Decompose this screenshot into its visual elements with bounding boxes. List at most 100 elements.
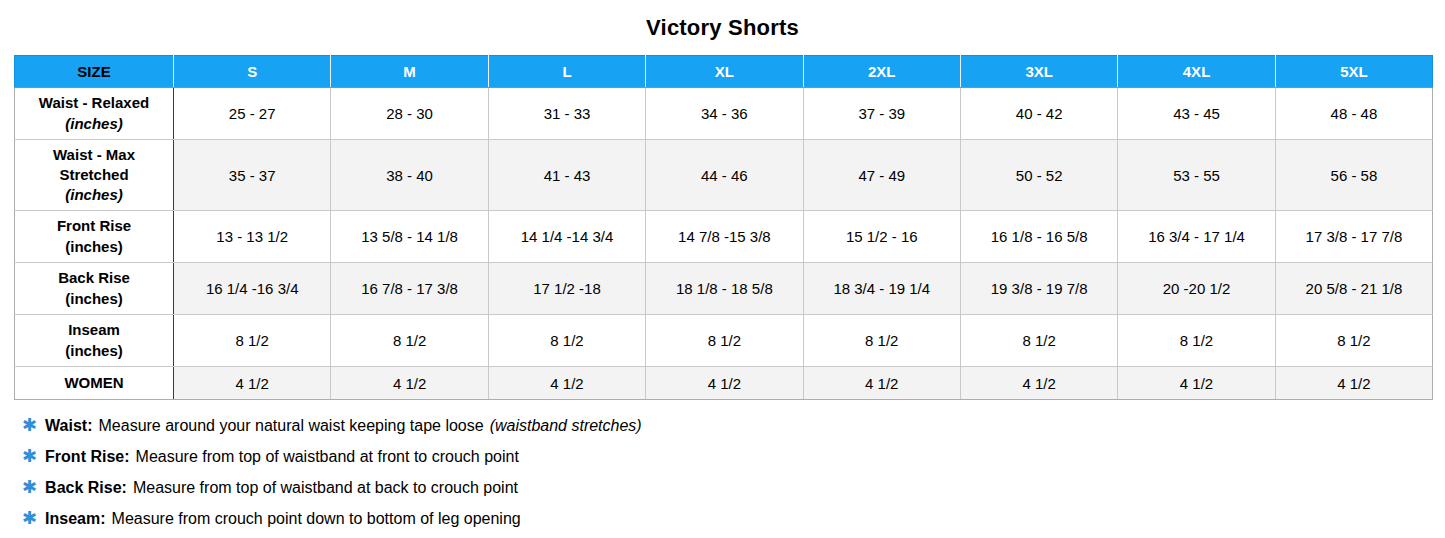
table-cell: 47 - 49 [803,140,960,211]
header-cell-l: L [488,56,645,88]
table-cell: 15 1/2 - 16 [803,211,960,263]
table-cell: 48 - 48 [1275,88,1432,140]
row-unit: (inches) [19,237,169,257]
note-label: Waist: [45,417,92,435]
row-unit: (inches) [19,341,169,361]
row-label-text: Front Rise [19,216,169,236]
page-title: Victory Shorts [0,0,1445,41]
header-cell-2xl: 2XL [803,56,960,88]
note-text: Measure from top of waistband at front t… [136,448,519,466]
measurement-notes: ✱ Waist: Measure around your natural waist… [22,410,1445,534]
table-cell: 14 7/8 -15 3/8 [646,211,803,263]
note-item: ✱ Inseam: Measure from crouch point down t… [22,503,1445,534]
asterisk-icon: ✱ [22,478,37,496]
table-cell: 4 1/2 [646,367,803,400]
note-item: ✱ Back Rise: Measure from top of waistband… [22,472,1445,503]
table-cell: 8 1/2 [1118,315,1275,367]
table-row: Waist - Relaxed(inches)25 - 2728 - 3031 … [15,88,1433,140]
asterisk-icon: ✱ [22,447,37,465]
row-label: Waist - Max Stretched(inches) [15,140,174,211]
note-label: Front Rise: [45,448,129,466]
table-cell: 34 - 36 [646,88,803,140]
table-row: WOMEN4 1/24 1/24 1/24 1/24 1/24 1/24 1/2… [15,367,1433,400]
table-cell: 43 - 45 [1118,88,1275,140]
table-cell: 37 - 39 [803,88,960,140]
table-cell: 8 1/2 [803,315,960,367]
note-item: ✱ Waist: Measure around your natural waist… [22,410,1445,441]
row-label-text: WOMEN [19,373,169,393]
table-cell: 4 1/2 [488,367,645,400]
table-cell: 16 3/4 - 17 1/4 [1118,211,1275,263]
table-cell: 31 - 33 [488,88,645,140]
table-cell: 4 1/2 [331,367,488,400]
note-item: ✱ Front Rise: Measure from top of waistban… [22,441,1445,472]
note-text: Measure from crouch point down to bottom… [112,510,521,528]
table-cell: 8 1/2 [1275,315,1432,367]
note-text: Measure around your natural waist keepin… [99,417,484,435]
table-cell: 16 1/4 -16 3/4 [174,263,331,315]
table-cell: 13 5/8 - 14 1/8 [331,211,488,263]
table-row: Back Rise(inches)16 1/4 -16 3/416 7/8 - … [15,263,1433,315]
table-cell: 4 1/2 [174,367,331,400]
header-cell-3xl: 3XL [960,56,1117,88]
table-cell: 35 - 37 [174,140,331,211]
header-cell-m: M [331,56,488,88]
row-label-text: Waist - Relaxed [19,93,169,113]
row-unit: (inches) [19,114,169,134]
table-body: Waist - Relaxed(inches)25 - 2728 - 3031 … [15,88,1433,400]
asterisk-icon: ✱ [22,416,37,434]
table-row: Front Rise(inches)13 - 13 1/213 5/8 - 14… [15,211,1433,263]
table-cell: 4 1/2 [803,367,960,400]
table-cell: 40 - 42 [960,88,1117,140]
table-cell: 17 3/8 - 17 7/8 [1275,211,1432,263]
note-suffix-italic: (waistband stretches) [490,417,642,435]
table-cell: 41 - 43 [488,140,645,211]
header-cell-s: S [174,56,331,88]
table-cell: 8 1/2 [646,315,803,367]
table-cell: 13 - 13 1/2 [174,211,331,263]
table-cell: 28 - 30 [331,88,488,140]
row-label-text: Back Rise [19,268,169,288]
table-cell: 53 - 55 [1118,140,1275,211]
row-unit: (inches) [19,289,169,309]
asterisk-icon: ✱ [22,509,37,527]
table-cell: 44 - 46 [646,140,803,211]
table-cell: 16 1/8 - 16 5/8 [960,211,1117,263]
table-cell: 19 3/8 - 19 7/8 [960,263,1117,315]
table-cell: 20 -20 1/2 [1118,263,1275,315]
row-label: Back Rise(inches) [15,263,174,315]
table-cell: 56 - 58 [1275,140,1432,211]
table-cell: 17 1/2 -18 [488,263,645,315]
size-chart-page: Victory Shorts SIZESMLXL2XL3XL4XL5XL Wai… [0,0,1445,538]
header-row: SIZESMLXL2XL3XL4XL5XL [15,56,1433,88]
table-cell: 25 - 27 [174,88,331,140]
row-label-text: Inseam [19,320,169,340]
row-label: Waist - Relaxed(inches) [15,88,174,140]
row-label: Inseam(inches) [15,315,174,367]
header-cell-size: SIZE [15,56,174,88]
table-row: Inseam(inches)8 1/28 1/28 1/28 1/28 1/28… [15,315,1433,367]
table-cell: 18 3/4 - 19 1/4 [803,263,960,315]
table-cell: 38 - 40 [331,140,488,211]
table-cell: 14 1/4 -14 3/4 [488,211,645,263]
note-text: Measure from top of waistband at back to… [133,479,518,497]
table-cell: 8 1/2 [488,315,645,367]
table-cell: 20 5/8 - 21 1/8 [1275,263,1432,315]
table-cell: 4 1/2 [1118,367,1275,400]
row-label-text: Waist - Max Stretched [19,145,169,186]
size-chart-table: SIZESMLXL2XL3XL4XL5XL Waist - Relaxed(in… [14,55,1433,400]
note-label: Inseam: [45,510,105,528]
row-label: Front Rise(inches) [15,211,174,263]
table-cell: 4 1/2 [960,367,1117,400]
note-label: Back Rise: [45,479,127,497]
table-cell: 8 1/2 [331,315,488,367]
table-cell: 18 1/8 - 18 5/8 [646,263,803,315]
header-cell-4xl: 4XL [1118,56,1275,88]
table-cell: 8 1/2 [960,315,1117,367]
table-cell: 16 7/8 - 17 3/8 [331,263,488,315]
header-cell-xl: XL [646,56,803,88]
row-unit: (inches) [19,185,169,205]
table-row: Waist - Max Stretched(inches)35 - 3738 -… [15,140,1433,211]
header-cell-5xl: 5XL [1275,56,1432,88]
table-cell: 8 1/2 [174,315,331,367]
